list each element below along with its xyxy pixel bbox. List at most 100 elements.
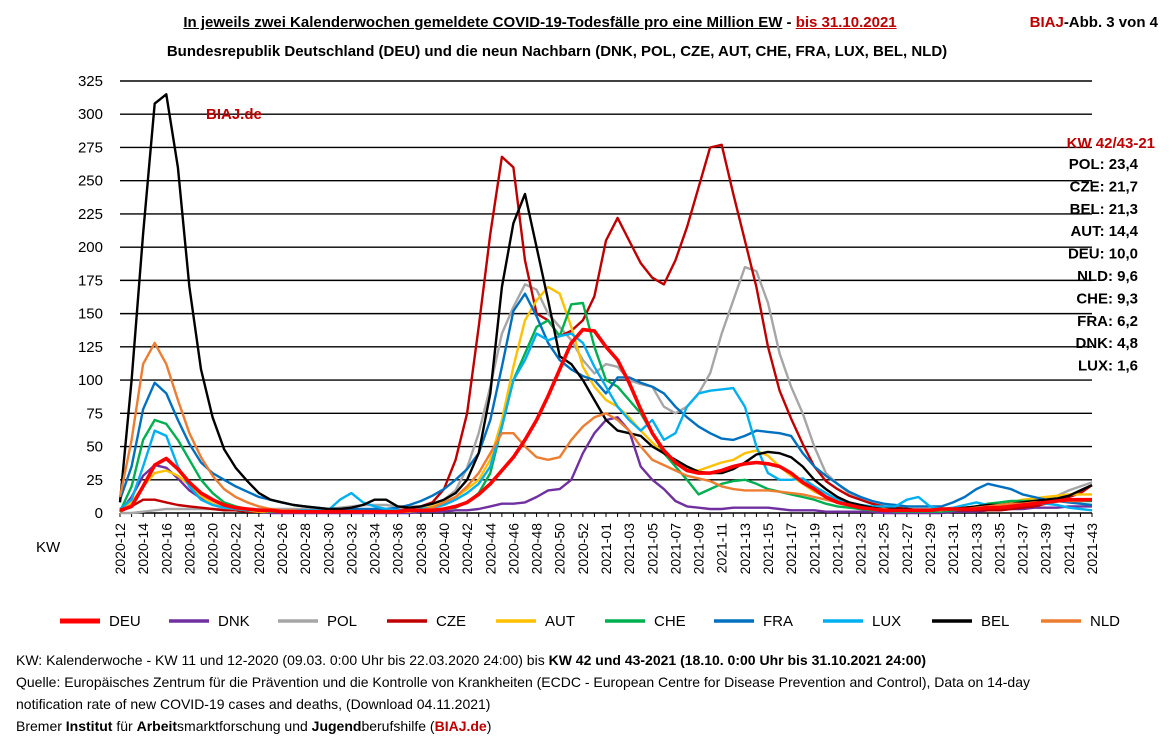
x-tick-label-2020-18: 2020-18 [181, 523, 197, 575]
footer-line-source: Quelle: Europäisches Zentrum für die Prä… [16, 674, 1030, 690]
x-tick-label-2020-40: 2020-40 [436, 523, 452, 575]
end-value-CZE: CZE: 21,7 [1070, 178, 1138, 195]
footer-line-kw: KW: Kalenderwoche - KW 11 und 12-2020 (0… [16, 652, 927, 668]
y-tick-label-325: 325 [78, 73, 103, 90]
watermark-label: BIAJ.de [206, 106, 262, 123]
badge-brand: BIAJ [1029, 14, 1064, 31]
x-tick-label-2020-20: 2020-20 [205, 523, 221, 575]
x-tick-label-2020-22: 2020-22 [228, 523, 244, 575]
legend-label-LUX: LUX [872, 613, 901, 630]
title-end-date: bis 31.10.2021 [795, 14, 897, 31]
end-value-POL: POL: 23,4 [1069, 156, 1139, 173]
y-tick-label-150: 150 [78, 306, 103, 323]
y-tick-label-25: 25 [86, 472, 103, 489]
x-tick-label-2020-42: 2020-42 [459, 523, 475, 575]
x-tick-label-2021-21: 2021-21 [829, 523, 845, 575]
end-value-DNK: DNK: 4,8 [1075, 335, 1138, 352]
title-main: In jeweils zwei Kalenderwochen gemeldete… [183, 14, 783, 31]
end-value-NLD: NLD: 9,6 [1077, 268, 1138, 285]
x-tick-label-2020-46: 2020-46 [505, 523, 521, 575]
x-tick-label-2021-19: 2021-19 [806, 523, 822, 575]
x-tick-label-2021-05: 2021-05 [644, 523, 660, 575]
x-tick-label-2021-03: 2021-03 [621, 523, 637, 575]
series-line-CZE [119, 143, 1093, 513]
x-tick-label-2020-30: 2020-30 [320, 523, 336, 575]
x-axis-label: KW [36, 539, 61, 556]
x-tick-label-2021-29: 2021-29 [922, 523, 938, 575]
series-line-NLD [118, 341, 1093, 513]
chart-title: In jeweils zwei Kalenderwochen gemeldete… [0, 14, 1080, 31]
series-line-AUT [119, 285, 1092, 513]
legend-label-CHE: CHE [654, 613, 686, 630]
x-tick-label-2021-01: 2021-01 [598, 523, 614, 575]
chart-subtitle: Bundesrepublik Deutschland (DEU) und die… [166, 43, 948, 60]
y-tick-label-100: 100 [78, 372, 103, 389]
x-tick-label-2021-27: 2021-27 [899, 523, 915, 575]
y-tick-label-250: 250 [78, 173, 103, 190]
legend-label-NLD: NLD [1090, 613, 1120, 630]
badge-figure-number: -Abb. 3 von 4 [1063, 14, 1158, 31]
chart-series-lines [118, 93, 1093, 515]
x-tick-label-2020-12: 2020-12 [112, 523, 128, 575]
x-tick-label-2021-39: 2021-39 [1038, 523, 1054, 575]
chart-legend: DEU DNK POL CZE AUT CHE FRA LUX BEL NLD [60, 613, 1120, 630]
series-line-LUX [119, 332, 1093, 512]
end-value-LUX: LUX: 1,6 [1078, 358, 1138, 375]
legend-label-FRA: FRA [763, 613, 793, 630]
x-tick-label-2021-17: 2021-17 [783, 523, 799, 575]
title-separator: - [782, 14, 796, 31]
series-line-DEU [119, 327, 1092, 514]
chart-footer: KW: Kalenderwoche - KW 11 und 12-2020 (0… [16, 649, 1156, 737]
end-value-FRA: FRA: 6,2 [1077, 313, 1138, 330]
x-tick-label-2020-44: 2020-44 [482, 523, 498, 575]
x-tick-label-2021-41: 2021-41 [1061, 523, 1077, 575]
y-tick-label-50: 50 [86, 439, 103, 456]
x-tick-label-2020-26: 2020-26 [274, 523, 290, 575]
x-tick-label-2021-23: 2021-23 [853, 523, 869, 575]
x-tick-label-2020-14: 2020-14 [135, 523, 151, 575]
x-tick-label-2021-35: 2021-35 [991, 523, 1007, 575]
x-tick-label-2021-13: 2021-13 [737, 523, 753, 575]
figure-badge: BIAJ-Abb. 3 von 4 [1030, 14, 1158, 31]
series-line-POL [120, 265, 1093, 515]
footer-line-institute: Bremer Institut für Arbeitsmarktforschun… [16, 718, 492, 734]
x-tick-label-2020-52: 2020-52 [575, 523, 591, 575]
series-line-BEL [118, 93, 1093, 512]
x-tick-label-2020-38: 2020-38 [413, 523, 429, 575]
legend-label-AUT: AUT [545, 613, 575, 630]
y-tick-label-200: 200 [78, 239, 103, 256]
x-tick-label-2020-28: 2020-28 [297, 523, 313, 575]
end-value-BEL: BEL: 21,3 [1070, 201, 1138, 218]
legend-label-DNK: DNK [218, 613, 250, 630]
legend-label-CZE: CZE [436, 613, 466, 630]
x-tick-label-2021-43: 2021-43 [1084, 523, 1100, 575]
x-tick-label-2021-07: 2021-07 [667, 523, 683, 575]
x-tick-label-2021-37: 2021-37 [1015, 523, 1031, 575]
x-tick-label-2020-24: 2020-24 [251, 523, 267, 575]
x-tick-label-2021-15: 2021-15 [760, 523, 776, 575]
line-chart: 0 25 50 75 100 125 150 175 200 225 250 275 300 325 202… [36, 73, 1155, 630]
x-tick-label-2020-16: 2020-16 [158, 523, 174, 575]
end-value-CHE: CHE: 9,3 [1076, 290, 1138, 307]
legend-label-POL: POL [327, 613, 357, 630]
x-tick-label-2020-36: 2020-36 [390, 523, 406, 575]
chart-labels: BIAJ.de KW 42/43-21 POL: 23,4 CZE: 21,7 BEL:… [206, 106, 1155, 375]
x-tick-label-2021-31: 2021-31 [945, 523, 961, 575]
legend-label-DEU: DEU [109, 613, 141, 630]
period-label: KW 42/43-21 [1067, 135, 1155, 152]
x-tick-label-2021-25: 2021-25 [876, 523, 892, 575]
y-tick-label-0: 0 [95, 505, 103, 522]
footer-line-source-cont: notification rate of new COVID-19 cases … [16, 696, 491, 712]
x-tick-label-2020-34: 2020-34 [367, 523, 383, 575]
y-tick-label-75: 75 [86, 405, 103, 422]
y-tick-label-275: 275 [78, 139, 103, 156]
x-tick-label-2021-33: 2021-33 [968, 523, 984, 575]
end-value-AUT: AUT: 14,4 [1070, 223, 1138, 240]
chart-axes: 0 25 50 75 100 125 150 175 200 225 250 275 300 325 202… [36, 73, 1100, 574]
y-tick-label-300: 300 [78, 106, 103, 123]
y-tick-label-175: 175 [78, 272, 103, 289]
legend-label-BEL: BEL [981, 613, 1009, 630]
x-tick-label-2020-48: 2020-48 [529, 523, 545, 575]
x-tick-label-2021-11: 2021-11 [714, 523, 730, 574]
end-value-DEU: DEU: 10,0 [1068, 246, 1138, 263]
